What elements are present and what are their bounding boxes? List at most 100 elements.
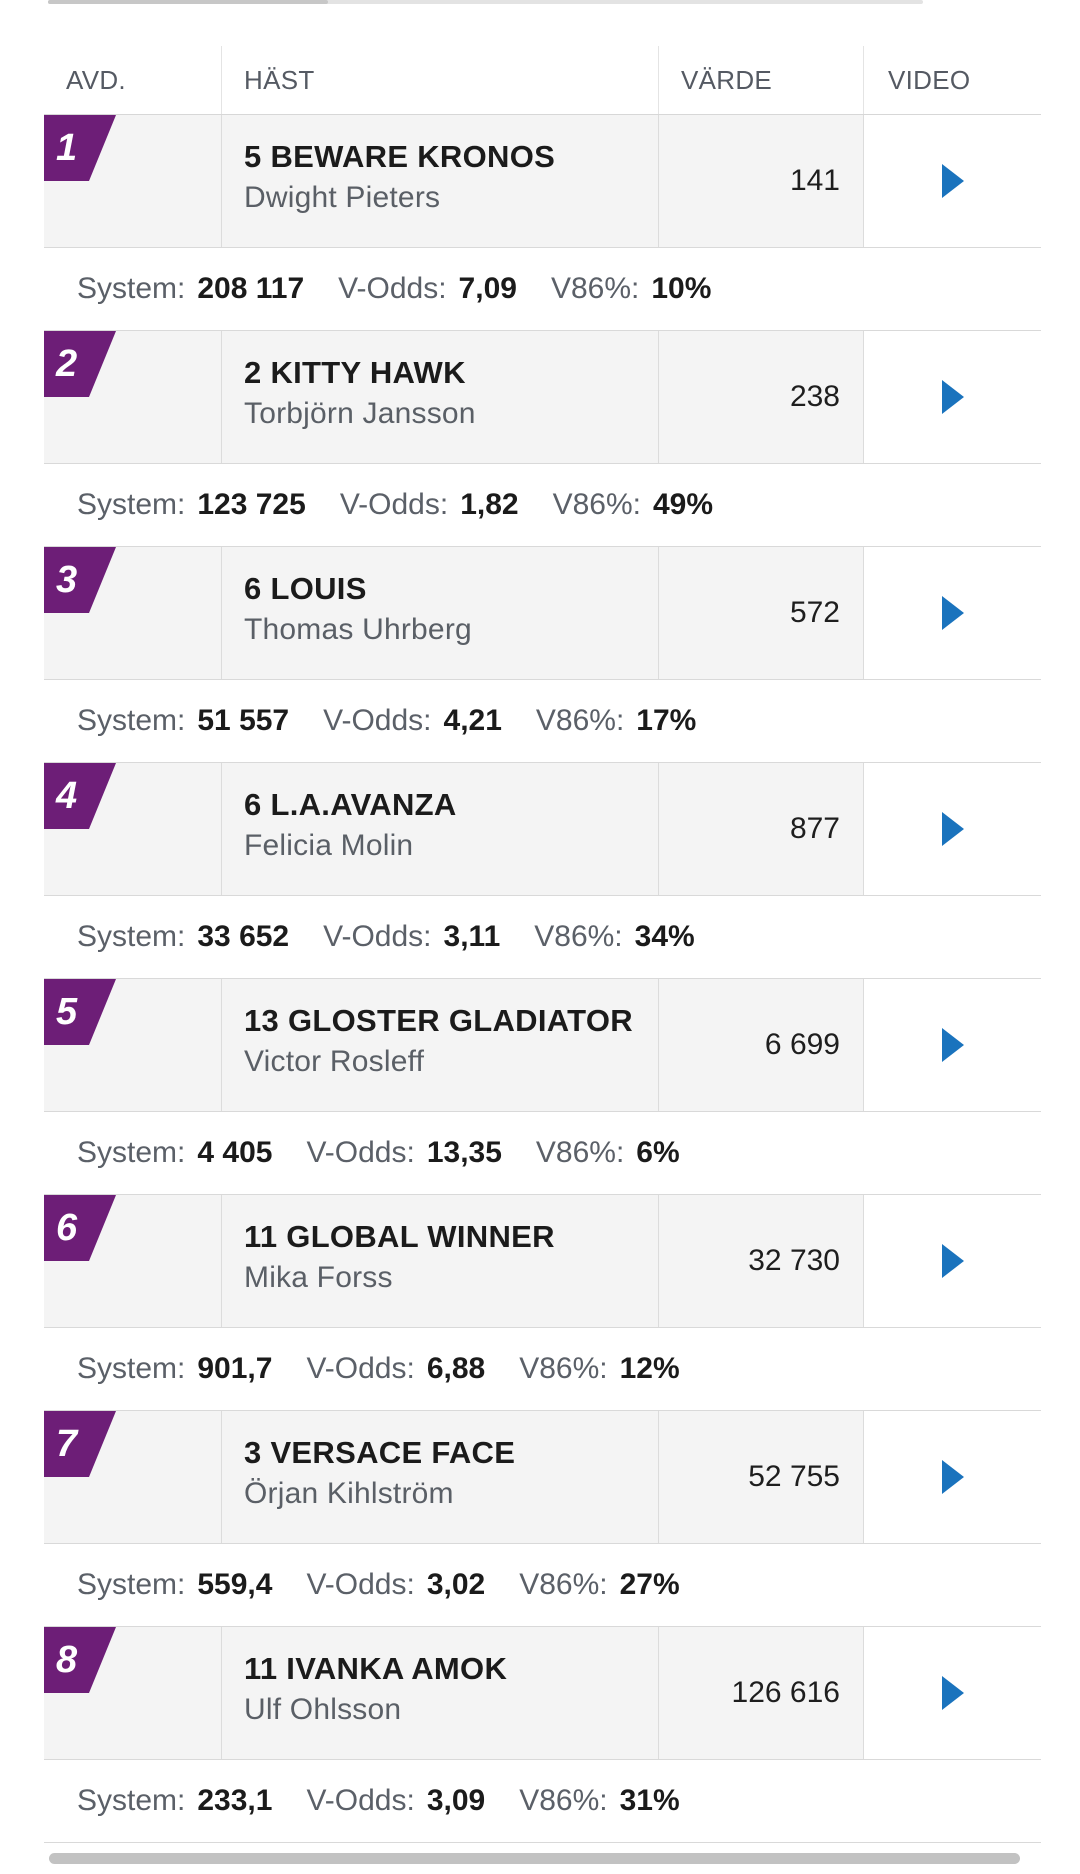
value-cell: 572 bbox=[658, 547, 863, 679]
avd-number: 1 bbox=[56, 127, 78, 169]
race-stats: System: 901,7 V-Odds: 6,88 V86%: 12% bbox=[44, 1328, 1041, 1411]
horse-cell[interactable]: 6 L.A.AVANZA Felicia Molin bbox=[221, 763, 658, 895]
horse-name[interactable]: 3 VERSACE FACE bbox=[244, 1435, 516, 1470]
v86-label: V86%: bbox=[535, 704, 625, 737]
avd-number: 4 bbox=[56, 775, 78, 817]
video-button[interactable] bbox=[863, 979, 1041, 1111]
horse-name[interactable]: 11 IVANKA AMOK bbox=[244, 1651, 508, 1686]
play-icon[interactable] bbox=[940, 594, 966, 632]
avd-number: 3 bbox=[56, 559, 78, 601]
video-button[interactable] bbox=[863, 547, 1041, 679]
horse-name[interactable]: 6 L.A.AVANZA bbox=[244, 787, 457, 822]
horse-cell[interactable]: 11 GLOBAL WINNER Mika Forss bbox=[221, 1195, 658, 1327]
horse-name[interactable]: 13 GLOSTER GLADIATOR bbox=[244, 1003, 633, 1038]
horse-cell[interactable]: 5 BEWARE KRONOS Dwight Pieters bbox=[221, 115, 658, 247]
value-text: 238 bbox=[789, 380, 840, 413]
badge-shape bbox=[44, 1627, 116, 1693]
vodds-label: V-Odds: bbox=[306, 1136, 415, 1169]
table-row: 5 13 GLOSTER GLADIATOR Victor Rosleff 6 699 bbox=[44, 979, 1041, 1112]
race-stats: System: 233,1 V-Odds: 3,09 V86%: 31% bbox=[44, 1760, 1041, 1843]
play-icon[interactable] bbox=[940, 1242, 966, 1280]
horse-name[interactable]: 6 LOUIS bbox=[244, 571, 367, 606]
horse-cell[interactable]: 13 GLOSTER GLADIATOR Victor Rosleff bbox=[221, 979, 658, 1111]
video-button[interactable] bbox=[863, 1627, 1041, 1759]
header-varde: VÄRDE bbox=[658, 46, 863, 114]
avd-badge: 5 bbox=[44, 979, 116, 1045]
v86-label: V86%: bbox=[534, 920, 623, 953]
table-header: AVD. HÄST VÄRDE VIDEO bbox=[44, 46, 1041, 115]
video-button[interactable] bbox=[863, 115, 1041, 247]
horse-cell[interactable]: 6 LOUIS Thomas Uhrberg bbox=[221, 547, 658, 679]
race-stats: System: 123 725 V-Odds: 1,82 V86%: 49% bbox=[44, 464, 1041, 547]
avd-number: 6 bbox=[56, 1207, 78, 1249]
horse-name[interactable]: 5 BEWARE KRONOS bbox=[244, 139, 556, 174]
driver-name: Victor Rosleff bbox=[244, 1045, 425, 1078]
race-group: 8 11 IVANKA AMOK Ulf Ohlsson 126 616 System:… bbox=[44, 1627, 1041, 1843]
play-icon[interactable] bbox=[940, 162, 966, 200]
race-group: 5 13 GLOSTER GLADIATOR Victor Rosleff 6 699… bbox=[44, 979, 1041, 1195]
play-icon[interactable] bbox=[940, 378, 966, 416]
v86-label: V86%: bbox=[552, 488, 641, 521]
race-group: 6 11 GLOBAL WINNER Mika Forss 32 730 System:… bbox=[44, 1195, 1041, 1411]
system-label: System: bbox=[77, 920, 186, 953]
v86-value: 17% bbox=[636, 704, 697, 737]
play-icon[interactable] bbox=[940, 1458, 966, 1496]
driver-name: Mika Forss bbox=[244, 1261, 393, 1294]
horse-name[interactable]: 11 GLOBAL WINNER bbox=[244, 1219, 555, 1254]
driver-name: Torbjörn Jansson bbox=[244, 397, 476, 430]
play-icon[interactable] bbox=[940, 1674, 966, 1712]
video-button[interactable] bbox=[863, 1411, 1041, 1543]
value-text: 32 730 bbox=[748, 1244, 840, 1277]
video-button[interactable] bbox=[863, 1195, 1041, 1327]
race-group: 7 3 VERSACE FACE Örjan Kihlström 52 755 Syst… bbox=[44, 1411, 1041, 1627]
horse-name[interactable]: 2 KITTY HAWK bbox=[244, 355, 466, 390]
vodds-value: 7,09 bbox=[458, 272, 517, 305]
avd-cell: 3 bbox=[44, 547, 221, 679]
value-text: 877 bbox=[789, 812, 840, 845]
system-value: 559,4 bbox=[197, 1568, 273, 1601]
value-text: 572 bbox=[789, 596, 840, 629]
avd-cell: 6 bbox=[44, 1195, 221, 1327]
vodds-value: 1,82 bbox=[460, 488, 519, 521]
avd-cell: 1 bbox=[44, 115, 221, 247]
horse-cell[interactable]: 11 IVANKA AMOK Ulf Ohlsson bbox=[221, 1627, 658, 1759]
video-button[interactable] bbox=[863, 763, 1041, 895]
value-text: 126 616 bbox=[731, 1676, 840, 1709]
vodds-value: 4,21 bbox=[443, 704, 502, 737]
driver-name: Ulf Ohlsson bbox=[244, 1693, 402, 1726]
driver-name: Thomas Uhrberg bbox=[244, 613, 472, 646]
system-label: System: bbox=[77, 1352, 186, 1385]
vodds-label: V-Odds: bbox=[323, 920, 432, 953]
table-row: 3 6 LOUIS Thomas Uhrberg 572 bbox=[44, 547, 1041, 680]
table-body: 1 5 BEWARE KRONOS Dwight Pieters 141 System:… bbox=[44, 115, 1041, 1843]
avd-badge: 1 bbox=[44, 115, 116, 181]
system-value: 233,1 bbox=[197, 1784, 273, 1817]
v86-value: 12% bbox=[619, 1352, 680, 1385]
v86-value: 31% bbox=[619, 1784, 680, 1817]
header-avd: AVD. bbox=[66, 64, 126, 95]
badge-shape bbox=[44, 763, 116, 829]
v86-label: V86%: bbox=[519, 1352, 608, 1385]
system-label: System: bbox=[77, 704, 186, 737]
vodds-value: 6,88 bbox=[426, 1352, 486, 1385]
avd-cell: 7 bbox=[44, 1411, 221, 1543]
value-text: 6 699 bbox=[764, 1028, 840, 1061]
video-button[interactable] bbox=[863, 331, 1041, 463]
v86-label: V86%: bbox=[519, 1784, 608, 1817]
system-label: System: bbox=[77, 1784, 186, 1817]
horse-cell[interactable]: 2 KITTY HAWK Torbjörn Jansson bbox=[221, 331, 658, 463]
race-stats: System: 4 405 V-Odds: 13,35 V86%: 6% bbox=[44, 1112, 1041, 1195]
value-text: 52 755 bbox=[748, 1460, 840, 1493]
play-icon[interactable] bbox=[940, 810, 966, 848]
vodds-label: V-Odds: bbox=[306, 1784, 415, 1817]
driver-name: Felicia Molin bbox=[244, 829, 414, 862]
horizontal-scrollbar[interactable] bbox=[49, 1853, 1020, 1864]
value-cell: 6 699 bbox=[658, 979, 863, 1111]
table-row: 4 6 L.A.AVANZA Felicia Molin 877 bbox=[44, 763, 1041, 896]
v86-value: 10% bbox=[651, 272, 712, 305]
value-cell: 238 bbox=[658, 331, 863, 463]
badge-shape bbox=[44, 1411, 116, 1477]
horse-cell[interactable]: 3 VERSACE FACE Örjan Kihlström bbox=[221, 1411, 658, 1543]
play-icon[interactable] bbox=[940, 1026, 966, 1064]
value-cell: 52 755 bbox=[658, 1411, 863, 1543]
